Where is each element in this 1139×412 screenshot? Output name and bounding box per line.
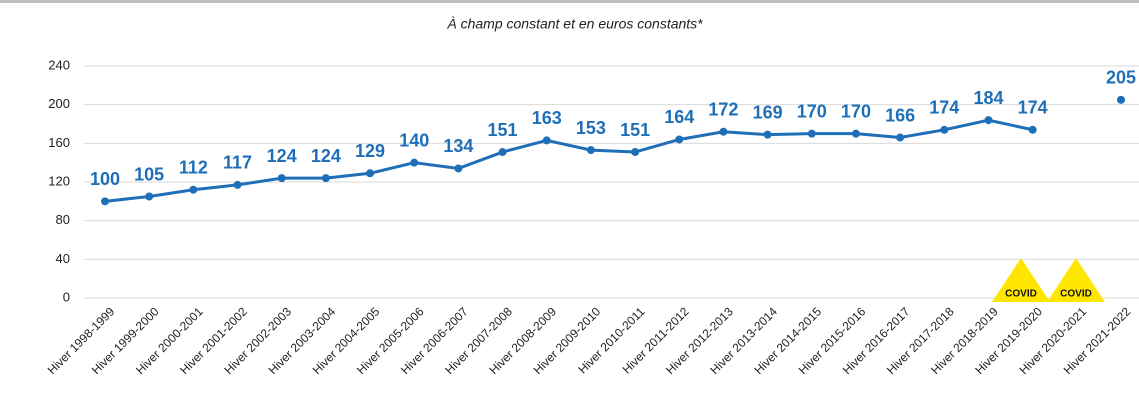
point [498, 148, 507, 157]
y-tick-label: 120 [48, 173, 70, 188]
value-label: 134 [443, 136, 473, 156]
value-label: 124 [311, 146, 341, 166]
y-tick-label: 200 [48, 96, 70, 111]
y-tick-label: 0 [63, 289, 70, 304]
value-label: 112 [179, 157, 208, 177]
point [807, 129, 816, 138]
y-tick-label: 80 [56, 212, 70, 227]
point [675, 135, 684, 144]
y-tick-label: 160 [48, 135, 70, 150]
point [851, 129, 860, 138]
point [631, 148, 640, 157]
point [454, 164, 463, 173]
point [586, 146, 595, 155]
value-label: 153 [576, 118, 606, 138]
y-tick-label: 240 [48, 57, 70, 72]
point [321, 174, 330, 183]
value-label: 105 [134, 164, 164, 184]
value-label: 140 [399, 130, 429, 150]
point [763, 130, 772, 139]
value-label: 163 [532, 108, 562, 128]
covid-triangle [1047, 258, 1105, 302]
value-label: 170 [797, 101, 827, 121]
value-label: 151 [620, 120, 650, 140]
value-label: 184 [973, 88, 1003, 108]
point [189, 185, 198, 194]
point [940, 125, 949, 134]
point [542, 136, 551, 145]
value-label: 151 [488, 120, 518, 140]
point [233, 180, 242, 189]
line [105, 100, 1121, 201]
value-label: 100 [90, 169, 120, 189]
value-label: 164 [664, 107, 694, 127]
point [277, 174, 286, 183]
value-label: 117 [223, 153, 252, 173]
value-label: 172 [708, 99, 738, 119]
value-label: 169 [753, 102, 783, 122]
value-label: 129 [355, 141, 385, 161]
point [896, 133, 905, 142]
covid-label: COVID [1060, 289, 1092, 300]
point [984, 116, 993, 125]
point [1117, 95, 1125, 104]
point [366, 169, 375, 178]
point [719, 127, 728, 136]
value-label: 166 [885, 105, 915, 125]
point [1028, 125, 1037, 134]
value-label: 174 [929, 98, 959, 118]
point [410, 158, 419, 167]
value-label: 170 [841, 101, 871, 121]
chart-subtitle: À champ constant et en euros constants* [446, 16, 703, 32]
point [145, 192, 154, 201]
value-label: 174 [1018, 98, 1048, 118]
value-label: 205 [1106, 68, 1136, 88]
covid-triangle [992, 258, 1050, 302]
covid-label: COVID [1005, 289, 1037, 300]
y-tick-label: 40 [56, 251, 70, 266]
point [101, 197, 109, 206]
value-label: 124 [267, 146, 297, 166]
